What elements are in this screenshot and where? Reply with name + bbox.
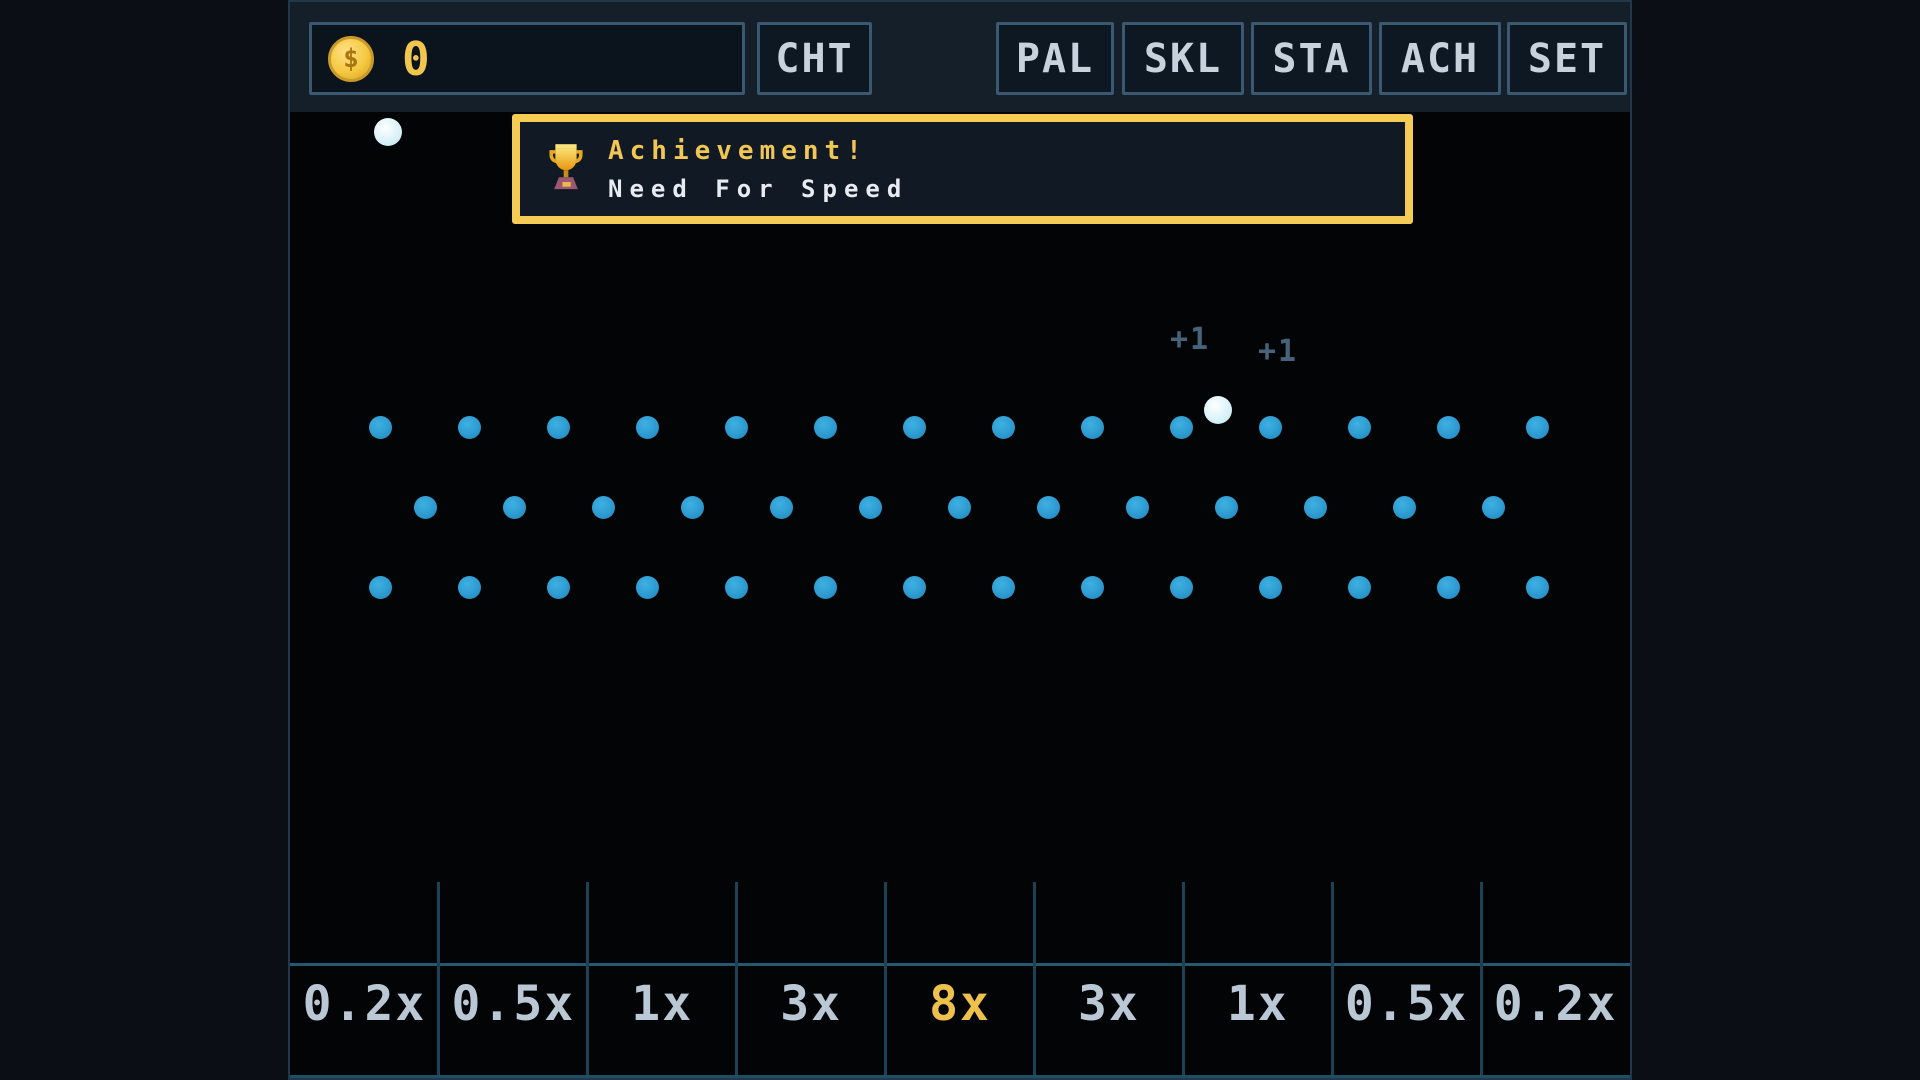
toast-achievement-name: Need For Speed <box>608 174 909 203</box>
peg <box>368 415 392 439</box>
peg <box>1125 495 1149 519</box>
peg <box>724 415 748 439</box>
peg <box>902 575 926 599</box>
peg <box>991 575 1015 599</box>
slot-divider <box>884 882 888 1075</box>
multiplier-label: 0.2x <box>302 976 427 1032</box>
balance-value: 0 <box>402 31 430 86</box>
slot-divider <box>1181 882 1185 1075</box>
peg <box>1481 495 1505 519</box>
slot-divider <box>1479 882 1483 1075</box>
peg <box>635 415 659 439</box>
menu-button-set[interactable]: SET <box>1507 22 1627 95</box>
multiplier-label: 3x <box>780 976 842 1032</box>
multiplier-label: 1x <box>631 976 694 1032</box>
peg <box>457 415 481 439</box>
peg <box>1436 415 1460 439</box>
menu-button-sta[interactable]: STA <box>1251 22 1372 95</box>
peg <box>1036 495 1060 519</box>
peg <box>1436 575 1460 599</box>
peg <box>457 575 481 599</box>
coin-icon: $ <box>328 35 374 82</box>
peg <box>1080 575 1104 599</box>
reward-floater: +1 <box>1258 334 1299 369</box>
plinko-ball <box>1204 396 1232 424</box>
top-bar: $ 0 CHT PAL SKL STA ACH SET <box>290 2 1630 112</box>
peg <box>1347 415 1371 439</box>
menu-button-skl[interactable]: SKL <box>1122 22 1244 95</box>
peg <box>947 495 971 519</box>
game-board: Achievement! Need For Speed +1 +1 0.2x 0.5x… <box>290 112 1630 1078</box>
slots-top-line <box>290 963 1630 966</box>
peg <box>1258 415 1282 439</box>
peg <box>591 495 615 519</box>
menu-button-pal[interactable]: PAL <box>996 22 1114 95</box>
peg <box>1392 495 1416 519</box>
peg <box>502 495 526 519</box>
slot-divider <box>437 882 441 1075</box>
peg <box>546 575 570 599</box>
multiplier-label: 0.5x <box>451 976 576 1032</box>
trophy-icon <box>549 144 583 190</box>
peg <box>813 575 837 599</box>
multiplier-label: 0.2x <box>1493 976 1618 1032</box>
peg <box>1169 415 1193 439</box>
peg <box>635 575 659 599</box>
game-container: $ 0 CHT PAL SKL STA ACH SET <box>288 0 1632 1080</box>
menu-button-ach[interactable]: ACH <box>1379 22 1501 95</box>
peg <box>368 575 392 599</box>
peg <box>1525 575 1549 599</box>
peg <box>1214 495 1238 519</box>
slot-divider <box>735 882 739 1075</box>
peg <box>1169 575 1193 599</box>
multiplier-label: 8x <box>929 976 991 1032</box>
peg <box>769 495 793 519</box>
slot-divider <box>1330 882 1334 1075</box>
toast-title: Achievement! <box>608 135 868 166</box>
peg <box>724 575 748 599</box>
peg <box>991 415 1015 439</box>
toast-text: Achievement! Need For Speed <box>608 136 908 203</box>
peg <box>413 495 437 519</box>
slot-divider <box>1032 882 1036 1075</box>
peg <box>1525 415 1549 439</box>
peg <box>858 495 882 519</box>
peg <box>1303 495 1327 519</box>
peg <box>1347 575 1371 599</box>
peg <box>813 415 837 439</box>
peg <box>546 415 570 439</box>
achievement-toast: Achievement! Need For Speed <box>512 114 1413 224</box>
peg <box>680 495 704 519</box>
multiplier-label: 0.5x <box>1344 976 1469 1032</box>
peg <box>1258 575 1282 599</box>
multiplier-label: 3x <box>1077 976 1140 1032</box>
reward-floater: +1 <box>1170 322 1211 357</box>
peg <box>902 415 926 439</box>
plinko-ball <box>374 118 402 146</box>
balance-display: $ 0 <box>309 22 745 95</box>
peg <box>1080 415 1104 439</box>
slot-divider <box>586 882 590 1075</box>
multiplier-label: 1x <box>1226 976 1289 1032</box>
chat-button[interactable]: CHT <box>757 22 872 95</box>
